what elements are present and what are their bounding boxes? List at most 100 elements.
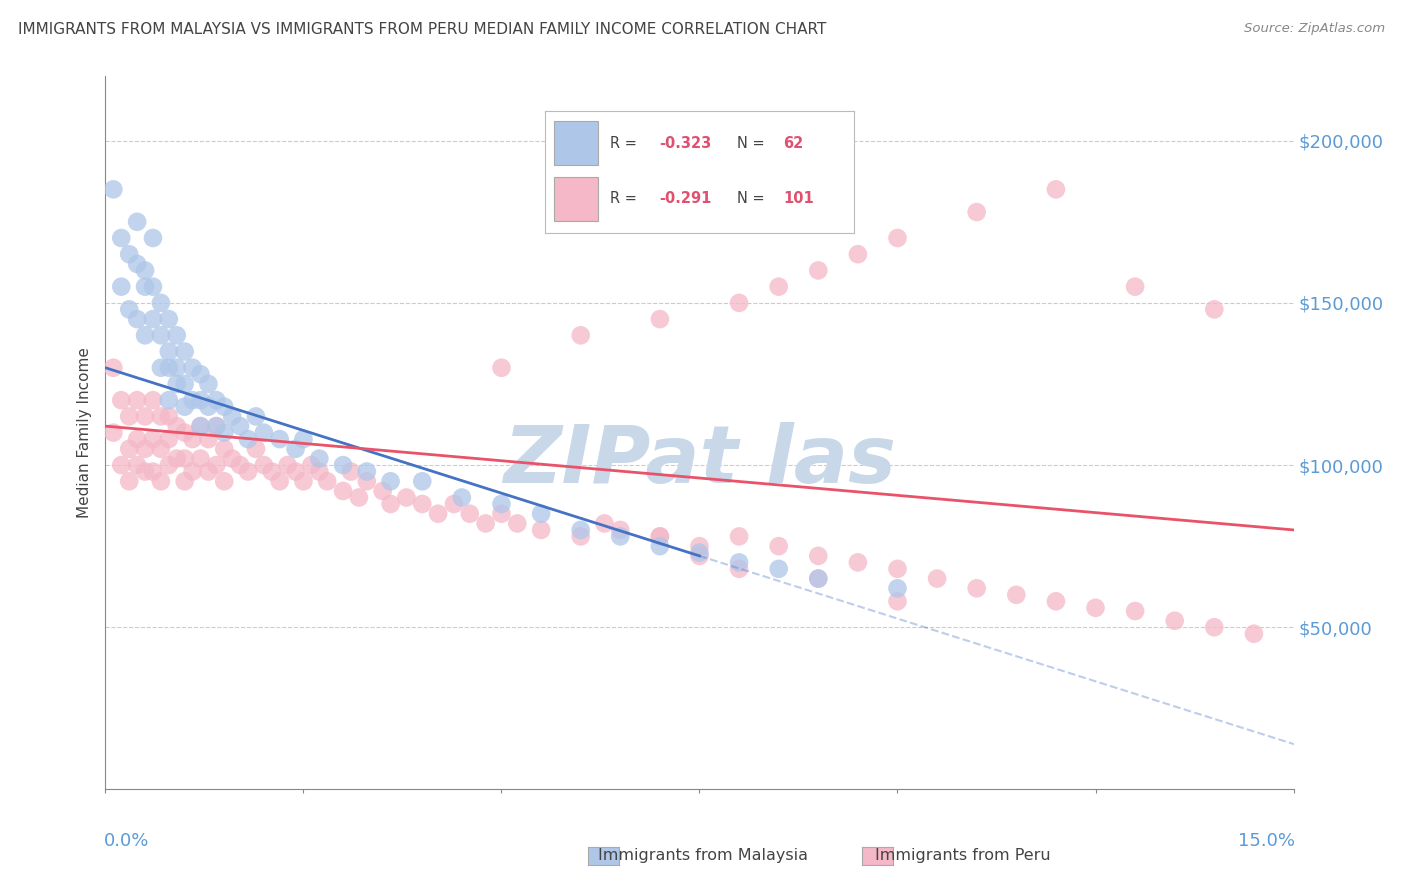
Point xyxy=(443,497,465,511)
Point xyxy=(966,205,988,219)
Text: R =: R = xyxy=(610,136,641,151)
Point xyxy=(260,465,283,479)
Point xyxy=(648,312,671,326)
Point xyxy=(689,539,711,553)
Y-axis label: Median Family Income: Median Family Income xyxy=(77,347,93,518)
Point xyxy=(807,572,830,586)
Point xyxy=(356,465,378,479)
Point xyxy=(197,400,219,414)
Point xyxy=(728,555,751,569)
Point xyxy=(118,442,141,456)
Point xyxy=(450,491,472,505)
Text: R =: R = xyxy=(610,192,641,206)
Point xyxy=(149,409,172,424)
Point xyxy=(127,458,149,472)
Point xyxy=(807,263,830,277)
Point xyxy=(846,247,869,261)
Point xyxy=(190,419,212,434)
Point xyxy=(157,360,180,375)
Point xyxy=(728,529,751,543)
Point xyxy=(214,475,236,489)
Point xyxy=(530,523,553,537)
Point xyxy=(1164,614,1187,628)
Point xyxy=(269,432,291,446)
Point xyxy=(149,442,172,456)
Point xyxy=(395,491,418,505)
Point xyxy=(458,507,481,521)
Point xyxy=(166,419,188,434)
Point xyxy=(173,451,195,466)
Point xyxy=(190,451,212,466)
Text: Source: ZipAtlas.com: Source: ZipAtlas.com xyxy=(1244,22,1385,36)
Point xyxy=(149,328,172,343)
Point xyxy=(127,312,149,326)
Point xyxy=(292,432,315,446)
Point xyxy=(214,442,236,456)
Point xyxy=(173,425,195,440)
Point xyxy=(846,555,869,569)
Point xyxy=(593,516,616,531)
Point xyxy=(166,451,188,466)
Point xyxy=(173,376,195,391)
Point xyxy=(181,393,204,408)
Text: -0.323: -0.323 xyxy=(659,136,711,151)
Text: Immigrants from Malaysia: Immigrants from Malaysia xyxy=(598,848,808,863)
Point xyxy=(648,539,671,553)
Point xyxy=(380,497,402,511)
Point xyxy=(689,549,711,563)
Point xyxy=(214,400,236,414)
Point xyxy=(728,562,751,576)
Point xyxy=(569,529,592,543)
Point xyxy=(506,516,529,531)
Point xyxy=(245,409,267,424)
Point xyxy=(768,539,790,553)
Point xyxy=(308,465,330,479)
Point xyxy=(299,458,322,472)
Text: N =: N = xyxy=(737,192,769,206)
Point xyxy=(127,257,149,271)
Point xyxy=(609,523,631,537)
Point xyxy=(491,507,513,521)
Point xyxy=(110,231,132,245)
Point xyxy=(190,419,212,434)
Text: ZIPat las: ZIPat las xyxy=(503,422,896,500)
Point xyxy=(134,465,156,479)
Bar xyxy=(554,177,598,220)
Point xyxy=(236,432,259,446)
Point xyxy=(245,442,267,456)
Point xyxy=(1204,302,1226,317)
Point xyxy=(569,523,592,537)
Point xyxy=(768,279,790,293)
Point xyxy=(134,328,156,343)
Point xyxy=(149,296,172,310)
Point xyxy=(181,360,204,375)
Point xyxy=(1123,604,1146,618)
Point xyxy=(689,546,711,560)
Point xyxy=(371,483,394,498)
Point xyxy=(491,497,513,511)
Point xyxy=(925,572,948,586)
Point xyxy=(411,475,433,489)
Point xyxy=(316,475,339,489)
Text: N =: N = xyxy=(737,136,769,151)
Point xyxy=(190,393,212,408)
Point xyxy=(166,328,188,343)
Point xyxy=(1084,600,1107,615)
Point xyxy=(347,491,370,505)
Point xyxy=(166,360,188,375)
Point xyxy=(173,344,195,359)
Point xyxy=(181,432,204,446)
Point xyxy=(134,279,156,293)
Point xyxy=(569,328,592,343)
Point xyxy=(229,458,252,472)
Point xyxy=(221,451,243,466)
Point xyxy=(768,562,790,576)
Point xyxy=(277,458,299,472)
Point xyxy=(127,215,149,229)
Text: 62: 62 xyxy=(783,136,803,151)
Point xyxy=(284,442,307,456)
Point xyxy=(110,458,132,472)
Point xyxy=(197,432,219,446)
Point xyxy=(205,419,228,434)
Point xyxy=(157,458,180,472)
